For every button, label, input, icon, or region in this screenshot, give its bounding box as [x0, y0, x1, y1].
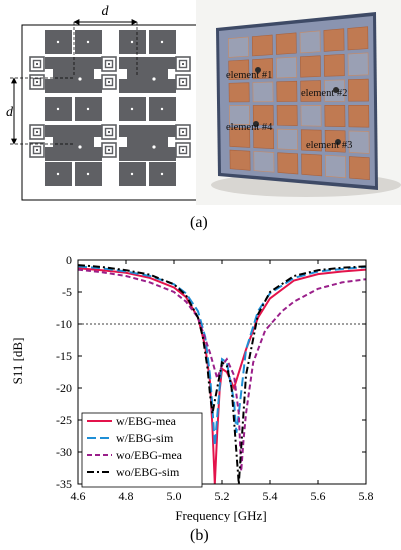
photo-patch — [253, 151, 275, 173]
legend-entry: wo/EBG-mea — [116, 448, 183, 462]
figure-label-a: (a) — [190, 214, 208, 231]
x-tick-label: 5.8 — [359, 489, 374, 503]
legend-entry: wo/EBG-sim — [116, 465, 180, 479]
photo-patch — [300, 129, 322, 152]
s11-chart: 4.6 4.8 5.0 5.2 5.4 5.6 5.8 0 -5 -10 -15 -20 -25 -30 -… — [10, 253, 374, 522]
photo-patch — [300, 80, 322, 102]
x-tick-label: 5.0 — [167, 489, 182, 503]
series-line-wo/EBG-mea — [77, 268, 367, 472]
photo-patch — [347, 52, 369, 76]
photo-patch — [276, 105, 298, 126]
antenna-photo: element #1 element #2 element #4 element… — [196, 0, 401, 205]
photo-patch — [228, 82, 250, 103]
photo-patch — [348, 156, 370, 180]
feed-connector — [253, 121, 259, 127]
y-tick-label: -15 — [56, 349, 72, 363]
y-tick-label: -30 — [56, 445, 72, 459]
dim-label-vertical: d — [6, 105, 14, 120]
radiating-element — [119, 125, 176, 161]
ebg-cell — [29, 124, 45, 140]
antenna-schematic: d d — [6, 4, 207, 201]
x-tick-label: 5.4 — [263, 489, 278, 503]
photo-patch — [252, 58, 274, 80]
y-axis-label: S11 [dB] — [10, 338, 25, 385]
x-tick-label: 4.8 — [119, 489, 134, 503]
legend-entry: w/EBG-sim — [116, 431, 174, 445]
element-label-2: element #2 — [301, 88, 347, 99]
photo-patch — [229, 149, 251, 171]
photo-patch — [276, 56, 297, 79]
element-label-4: element #4 — [226, 122, 273, 133]
photo-patch — [277, 152, 299, 175]
photo-patch — [299, 30, 321, 54]
feed-connector — [333, 87, 339, 93]
ebg-cell — [29, 74, 45, 90]
radiating-element — [45, 125, 102, 161]
ebg-cell — [29, 56, 45, 72]
x-tick-label: 5.2 — [215, 489, 230, 503]
element-label-3: element #3 — [306, 140, 352, 151]
photo-patch — [323, 28, 345, 52]
dim-label-horizontal: d — [102, 4, 110, 19]
series-line-wo/EBG-sim — [77, 264, 367, 485]
y-tick-label: -10 — [56, 317, 72, 331]
ebg-cell — [175, 124, 191, 140]
figure-label-b: (b) — [190, 527, 209, 544]
ebg-cell — [101, 142, 117, 158]
ebg-cell — [175, 56, 191, 72]
y-tick-label: -20 — [56, 381, 72, 395]
x-axis-label: Frequency [GHz] — [175, 508, 266, 522]
ebg-cell — [101, 74, 117, 90]
photo-patch — [228, 59, 250, 80]
legend-entry: w/EBG-mea — [116, 414, 177, 428]
photo-patch — [301, 153, 323, 177]
feed-connector — [335, 139, 341, 145]
legend: w/EBG-mea w/EBG-sim wo/EBG-mea wo/EBG-sim — [81, 412, 203, 488]
series-line-w/EBG-sim — [77, 265, 367, 446]
photo-patch — [252, 105, 274, 126]
photo-patch — [228, 105, 250, 125]
photo-patch — [347, 26, 369, 51]
photo-patch — [228, 36, 249, 58]
photo-patch — [348, 78, 369, 102]
ebg-cell — [101, 56, 117, 72]
photo-patch — [325, 154, 346, 179]
photo-patch — [300, 105, 322, 127]
photo-patch — [324, 105, 346, 128]
photo-patch — [275, 32, 297, 55]
series-line-w/EBG-mea — [77, 267, 367, 485]
ebg-cell — [175, 74, 191, 90]
x-tick-label: 5.6 — [311, 489, 326, 503]
y-tick-label: -25 — [56, 413, 72, 427]
radiating-element — [119, 57, 176, 93]
photo-patch — [276, 80, 298, 102]
photo-patch — [277, 128, 298, 151]
feed-connector — [255, 67, 261, 73]
x-tick-label: 4.6 — [71, 489, 86, 503]
ebg-cell — [29, 142, 45, 158]
y-tick-label: 0 — [66, 253, 72, 267]
y-tick-label: -5 — [62, 285, 72, 299]
y-tick-label: -35 — [56, 477, 72, 491]
photo-patch — [252, 81, 274, 103]
element-label-1: element #1 — [226, 70, 272, 81]
photo-patch — [251, 34, 273, 57]
radiating-element — [45, 57, 102, 93]
ebg-cell — [175, 142, 191, 158]
photo-patch — [299, 55, 321, 78]
photo-patch — [323, 53, 345, 77]
photo-patch — [348, 104, 370, 128]
photo-patch — [253, 128, 275, 149]
ebg-cell — [101, 124, 117, 140]
photo-patch — [229, 127, 251, 148]
photo-patch — [348, 130, 370, 154]
